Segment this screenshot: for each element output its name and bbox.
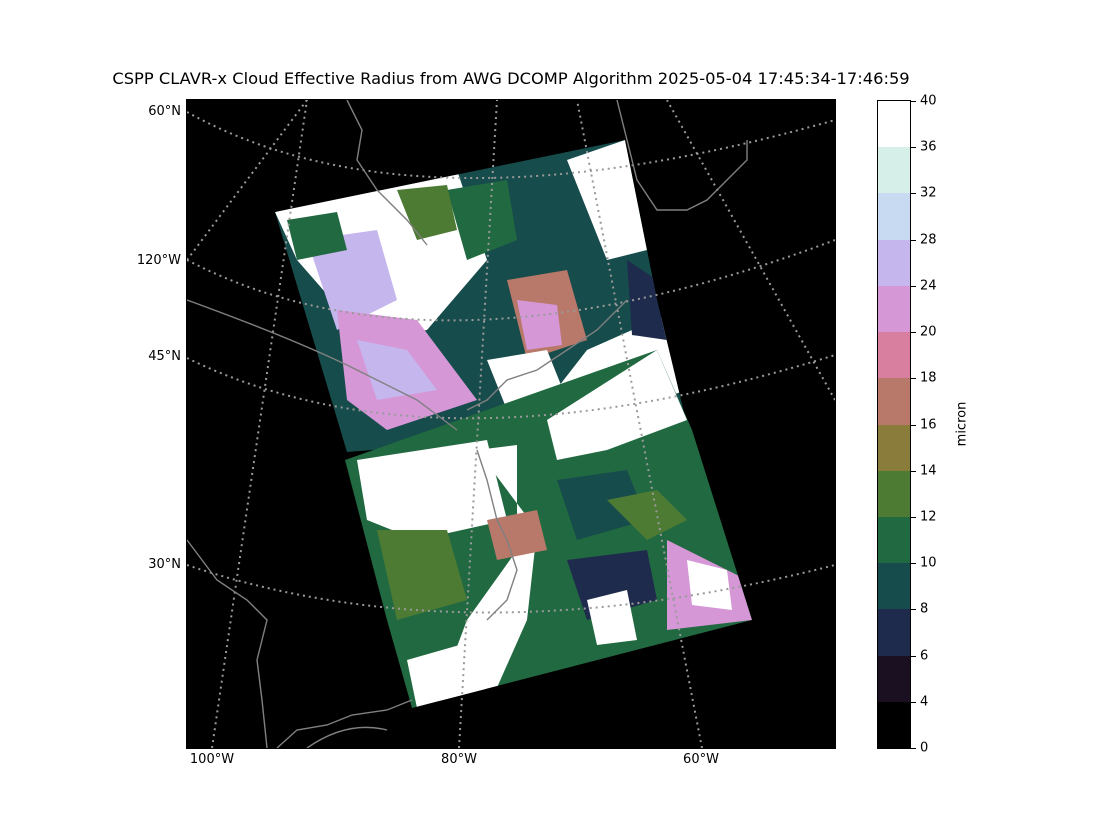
colorbar-segment <box>878 609 910 656</box>
map-canvas <box>187 100 835 748</box>
map-title: CSPP CLAVR-x Cloud Effective Radius from… <box>112 69 910 88</box>
colorbar-tick <box>910 517 916 518</box>
lon-label-100w: 100°W <box>189 752 235 767</box>
colorbar-segment <box>878 193 910 240</box>
swath-south <box>345 350 752 708</box>
lat-label-30n: 30°N <box>148 557 181 572</box>
colorbar-tick-label: 18 <box>920 370 937 386</box>
colorbar-tick-label: 36 <box>920 139 937 155</box>
colorbar-tick <box>910 286 916 287</box>
colorbar-tick-label: 10 <box>920 555 937 571</box>
colorbar-tick <box>910 240 916 241</box>
colorbar-tick <box>910 471 916 472</box>
colorbar-tick-label: 14 <box>920 463 937 479</box>
colorbar-segment <box>878 378 910 425</box>
colorbar-tick <box>910 702 916 703</box>
colorbar-tick-label: 0 <box>920 740 929 756</box>
colorbar-tick-label: 24 <box>920 278 937 294</box>
colorbar-tick <box>910 193 916 194</box>
colorbar-tick <box>910 656 916 657</box>
graticule <box>187 100 835 748</box>
colorbar-segment <box>878 285 910 333</box>
coastlines <box>187 100 748 748</box>
colorbar-tick <box>910 425 916 426</box>
lon-label-120w: 120°W <box>136 253 181 268</box>
colorbar-tick-label: 4 <box>920 694 929 710</box>
colorbar <box>877 100 911 749</box>
colorbar-tick-label: 32 <box>920 185 937 201</box>
colorbar-segment <box>878 424 910 471</box>
colorbar-tick <box>910 147 916 148</box>
lat-label-60n: 60°N <box>148 104 181 119</box>
swath-north <box>275 140 687 452</box>
lon-label-60w: 60°W <box>683 752 719 767</box>
colorbar-tick-label: 40 <box>920 93 937 109</box>
colorbar-segment <box>878 655 910 702</box>
lat-label-45n: 45°N <box>148 349 181 364</box>
colorbar-tick <box>910 609 916 610</box>
colorbar-segment <box>878 563 910 610</box>
lon-label-80w: 80°W <box>441 752 477 767</box>
colorbar-tick-label: 28 <box>920 232 937 248</box>
colorbar-segment <box>878 147 910 194</box>
colorbar-segment <box>878 701 910 749</box>
colorbar-segment <box>878 101 910 148</box>
colorbar-unit-label: micron <box>954 401 970 447</box>
colorbar-segment <box>878 239 910 286</box>
colorbar-tick <box>910 563 916 564</box>
colorbar-tick <box>910 332 916 333</box>
colorbar-tick-label: 6 <box>920 648 929 664</box>
colorbar-tick <box>910 101 916 102</box>
satellite-map <box>186 99 836 749</box>
colorbar-tick-label: 16 <box>920 417 937 433</box>
colorbar-segment <box>878 470 910 517</box>
colorbar-tick-label: 8 <box>920 601 929 617</box>
colorbar-tick <box>910 748 916 749</box>
colorbar-segment <box>878 516 910 564</box>
colorbar-segment <box>878 332 910 379</box>
colorbar-tick-label: 12 <box>920 509 937 525</box>
colorbar-tick-label: 20 <box>920 324 937 340</box>
colorbar-tick <box>910 378 916 379</box>
